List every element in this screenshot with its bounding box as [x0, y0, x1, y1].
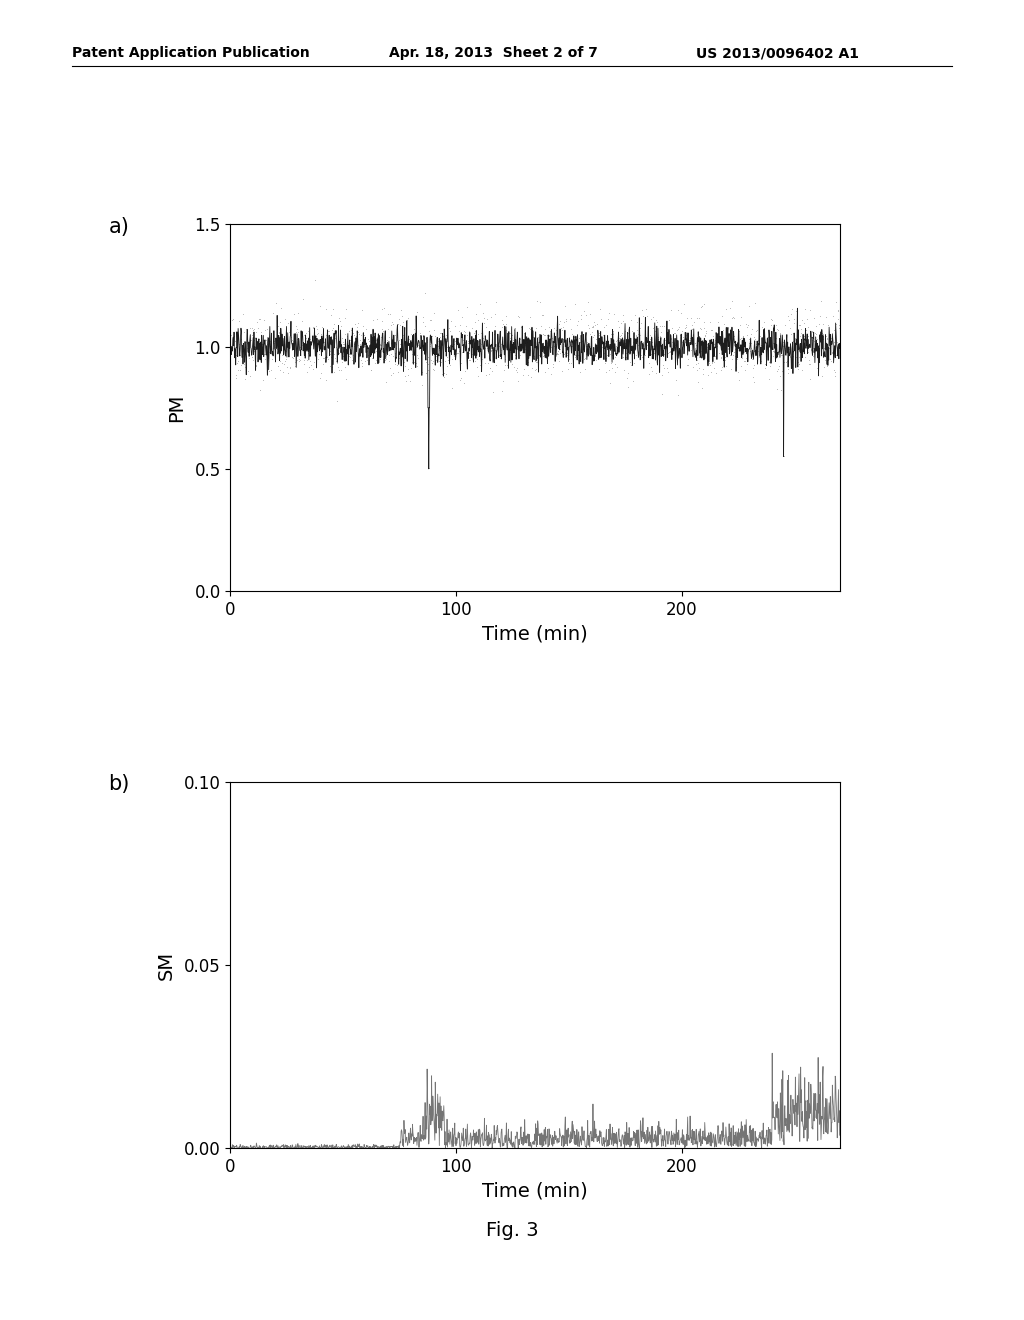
- Text: Patent Application Publication: Patent Application Publication: [72, 46, 309, 61]
- Text: US 2013/0096402 A1: US 2013/0096402 A1: [696, 46, 859, 61]
- Text: a): a): [109, 216, 129, 238]
- X-axis label: Time (min): Time (min): [482, 1181, 588, 1201]
- Text: Apr. 18, 2013  Sheet 2 of 7: Apr. 18, 2013 Sheet 2 of 7: [389, 46, 598, 61]
- Text: Fig. 3: Fig. 3: [485, 1221, 539, 1239]
- Y-axis label: SM: SM: [157, 950, 175, 979]
- X-axis label: Time (min): Time (min): [482, 624, 588, 643]
- Text: b): b): [109, 775, 130, 795]
- Y-axis label: PM: PM: [167, 393, 186, 422]
